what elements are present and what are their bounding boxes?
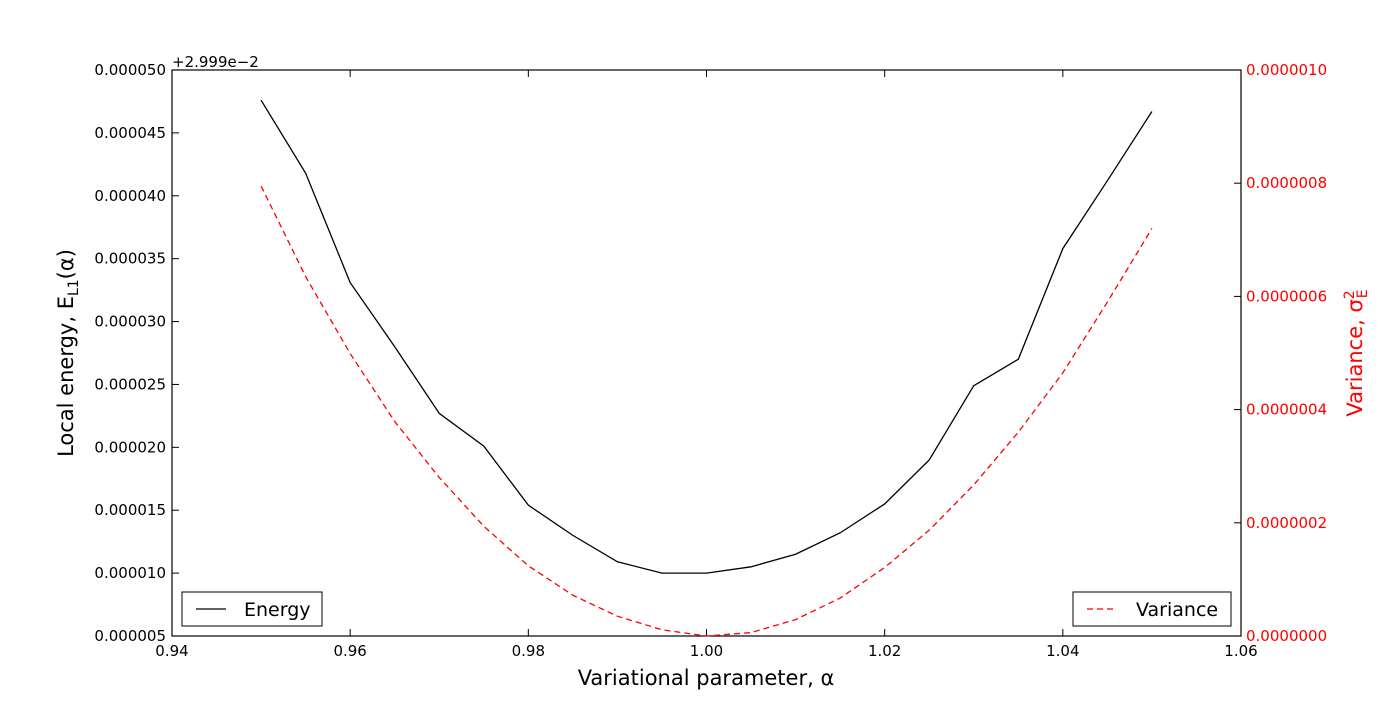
x-tick-label: 1.04 — [1046, 642, 1079, 660]
right-axis-title-main: Variance, σ — [1343, 299, 1367, 416]
left-axis-title-main: Local energy, E — [54, 296, 78, 457]
left-axis-title-group: Local energy, EL1(α) — [54, 249, 82, 457]
right-tick-label: 0.0000006 — [1246, 287, 1327, 305]
left-tick-label: 0.000005 — [94, 627, 166, 645]
right-tick-label: 0.0000002 — [1246, 514, 1327, 532]
left-tick-label: 0.000020 — [94, 438, 166, 456]
x-tick-label: 1.02 — [868, 642, 901, 660]
x-tick-label: 0.96 — [333, 642, 366, 660]
right-tick-label: 0.0000004 — [1246, 401, 1327, 419]
left-tick-label: 0.000035 — [94, 250, 166, 268]
x-tick-label: 0.98 — [512, 642, 545, 660]
right-axis-title: Variance, σ2E — [1342, 289, 1371, 416]
left-tick-label: 0.000010 — [94, 564, 166, 582]
left-tick-label: 0.000025 — [94, 375, 166, 393]
right-tick-label: 0.0000008 — [1246, 174, 1327, 192]
left-axis-title-subscript: L1 — [66, 279, 82, 296]
right-axis-title-superscript: 2 — [1342, 290, 1358, 299]
left-tick-label: 0.000015 — [94, 501, 166, 519]
series-lines — [260, 99, 1153, 637]
right-axis-title-subscript: E — [1355, 289, 1371, 298]
x-tick-label: 1.00 — [690, 642, 723, 660]
series-line-variance — [260, 185, 1153, 637]
legend-variance: Variance — [1072, 591, 1232, 627]
legend-energy: Energy — [181, 591, 323, 627]
right-tick-label: 0.0000000 — [1246, 627, 1327, 645]
left-tick-label: 0.000040 — [94, 187, 166, 205]
left-axis-title-tail: (α) — [54, 249, 78, 279]
x-tick-label: 1.06 — [1224, 642, 1257, 660]
right-axis-ticks: 0.0000000 0.0000002 0.0000004 0.0000006 0.00… — [1234, 61, 1327, 645]
series-line-energy — [260, 99, 1153, 574]
left-axis-title: Local energy, EL1(α) — [54, 249, 82, 457]
left-tick-label: 0.000030 — [94, 313, 166, 331]
x-axis-title: Variational parameter, α — [578, 666, 835, 690]
x-tick-label: 0.94 — [155, 642, 188, 660]
x-axis-ticks: 0.94 0.96 0.98 1.00 1.02 1.04 1.06 — [155, 70, 1258, 660]
left-axis-offset-text: +2.999e−2 — [172, 53, 259, 71]
left-axis-ticks: 0.000005 0.000010 0.000015 0.000020 0.000025… — [94, 61, 179, 645]
left-tick-label: 0.000045 — [94, 124, 166, 142]
right-tick-label: 0.0000010 — [1246, 61, 1327, 79]
legend-variance-label: Variance — [1136, 599, 1218, 621]
right-axis-title-group: Variance, σ2E — [1342, 289, 1371, 416]
legend-energy-label: Energy — [244, 599, 311, 621]
left-tick-label: 0.000050 — [94, 61, 166, 79]
